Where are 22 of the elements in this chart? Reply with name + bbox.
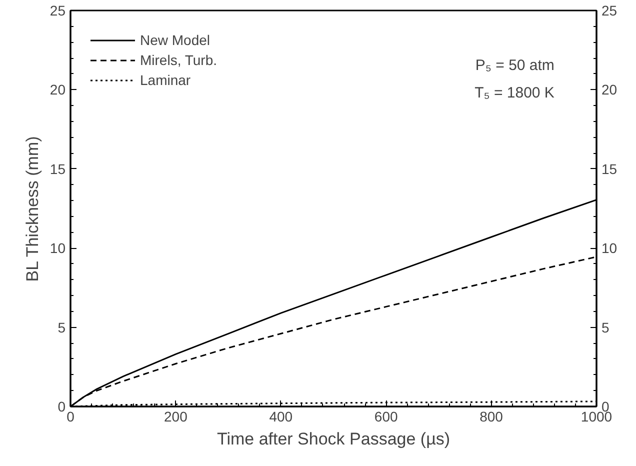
legend-label: Mirels, Turb. [140, 52, 218, 68]
y-tick-label: 20 [50, 82, 66, 98]
legend-label: Laminar [140, 72, 191, 88]
y-tick-label: 25 [50, 2, 66, 18]
y2-tick-label: 5 [602, 319, 610, 336]
y-tick-label: 0 [58, 398, 66, 414]
y-tick-label: 10 [50, 240, 66, 256]
x-axis-title: Time after Shock Passage (µs) [216, 430, 450, 448]
legend-label: New Model [140, 32, 210, 48]
x-tick-label: 600 [374, 408, 398, 424]
y-tick-label: 5 [58, 319, 66, 336]
annotation: P₅ = 50 atm [475, 56, 554, 74]
x-tick-label: 800 [480, 408, 504, 424]
x-tick-label: 400 [269, 408, 293, 424]
y-tick-label: 15 [50, 160, 66, 177]
y-axis-title: BL Thickness (mm) [22, 136, 42, 282]
y2-tick-label: 15 [602, 160, 618, 177]
y2-tick-label: 25 [602, 2, 618, 18]
annotation: T₅ = 1800 K [474, 84, 554, 102]
y2-tick-label: 20 [602, 82, 618, 98]
y2-tick-label: 10 [602, 240, 618, 256]
x-tick-label: 200 [164, 408, 188, 424]
